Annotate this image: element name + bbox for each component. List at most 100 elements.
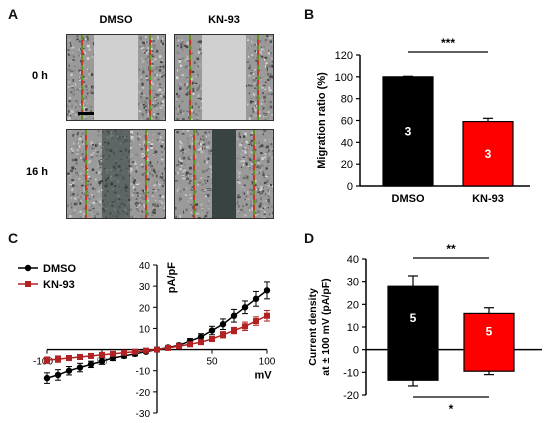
cell-speck: [189, 166, 192, 170]
cell-speck: [79, 202, 82, 205]
cell-speck: [206, 160, 208, 164]
cell-speck: [261, 102, 264, 105]
cell-speck: [147, 112, 150, 116]
cell-speck: [191, 118, 194, 120]
cell-speck: [163, 167, 165, 171]
bar-kn-93: [462, 120, 514, 187]
cell-speck: [156, 66, 159, 69]
cell-speck: [265, 175, 268, 178]
cell-speck: [200, 67, 204, 70]
cell-speck: [155, 200, 157, 202]
legend-label: KN-93: [43, 279, 75, 291]
cell-speck: [251, 189, 254, 192]
cell-speck: [160, 95, 162, 97]
cell-speck: [181, 57, 184, 60]
bar-count-label: 3: [405, 124, 412, 138]
cell-speck: [91, 55, 94, 59]
cell-speck: [89, 89, 92, 92]
cell-speck: [258, 40, 262, 43]
cell-speck: [71, 104, 73, 108]
cell-speck: [262, 112, 266, 114]
cell-speck: [79, 69, 82, 71]
cell-speck: [144, 172, 146, 175]
data-point: [76, 364, 84, 371]
cell-speck: [258, 67, 261, 69]
cell-speck: [68, 132, 72, 134]
cell-speck: [264, 118, 267, 120]
cell-speck: [147, 153, 150, 155]
cell-speck: [270, 142, 273, 146]
cell-speck: [129, 138, 132, 141]
cell-speck: [195, 75, 197, 78]
cell-speck: [179, 168, 182, 170]
cell-speck: [248, 159, 251, 161]
cell-speck: [156, 176, 158, 178]
cell-speck: [83, 207, 86, 210]
cell-speck: [207, 179, 209, 182]
cell-speck: [264, 58, 266, 61]
cell-speck: [160, 145, 163, 148]
cell-speck: [88, 48, 91, 51]
cell-speck: [268, 77, 272, 80]
cell-speck: [146, 104, 148, 107]
cell-speck: [201, 135, 205, 137]
cell-speck: [154, 171, 157, 174]
cell-speck: [178, 76, 181, 78]
cell-speck: [268, 86, 270, 89]
bar-count-label: 5: [486, 325, 493, 339]
cell-speck: [182, 117, 185, 120]
cell-speck: [88, 102, 91, 104]
data-point: [65, 367, 73, 374]
cell-speck: [201, 213, 203, 216]
cell-speck: [180, 142, 183, 145]
cell-speck: [247, 177, 249, 181]
legend-marker: [24, 264, 32, 272]
cell-speck: [271, 184, 273, 188]
cell-speck: [272, 211, 273, 215]
cell-speck: [92, 152, 95, 155]
cell-speck: [187, 147, 190, 151]
cell-speck: [76, 145, 79, 148]
cell-speck: [141, 65, 143, 68]
micrograph-dmso-0h-image: [67, 35, 165, 120]
cell-speck: [258, 111, 261, 113]
cell-speck: [197, 94, 200, 98]
cell-speck: [77, 202, 80, 205]
cell-speck: [69, 214, 72, 218]
cell-speck: [265, 185, 267, 188]
cell-speck: [79, 172, 83, 174]
cell-speck: [86, 44, 90, 48]
cell-speck: [271, 46, 273, 49]
wound-gap: [212, 130, 236, 218]
cell-speck: [158, 200, 161, 202]
cell-speck: [237, 204, 240, 208]
cell-speck: [139, 114, 143, 117]
cell-speck: [197, 109, 201, 112]
cell-speck: [81, 165, 83, 168]
cell-speck: [241, 191, 244, 194]
cell-speck: [129, 170, 133, 173]
cell-speck: [203, 167, 206, 171]
cell-speck: [248, 188, 252, 191]
cell-speck: [141, 173, 145, 176]
cell-speck: [185, 58, 188, 60]
cell-speck: [179, 64, 183, 67]
cell-speck: [197, 65, 199, 68]
cell-speck: [261, 215, 263, 218]
cell-speck: [248, 82, 251, 85]
cell-speck: [97, 165, 100, 168]
cell-speck: [142, 191, 145, 195]
cell-speck: [254, 70, 257, 73]
cell-speck: [68, 64, 70, 67]
cell-speck: [152, 207, 154, 209]
cell-speck: [153, 183, 156, 187]
cell-speck: [133, 165, 136, 168]
cell-speck: [156, 93, 159, 97]
cell-speck: [76, 136, 79, 138]
cell-speck: [250, 65, 252, 69]
cell-speck: [195, 49, 197, 51]
cell-speck: [197, 198, 201, 200]
cell-speck: [157, 102, 159, 105]
legend-marker: [25, 281, 31, 287]
y-tick-label: -10: [343, 367, 359, 379]
